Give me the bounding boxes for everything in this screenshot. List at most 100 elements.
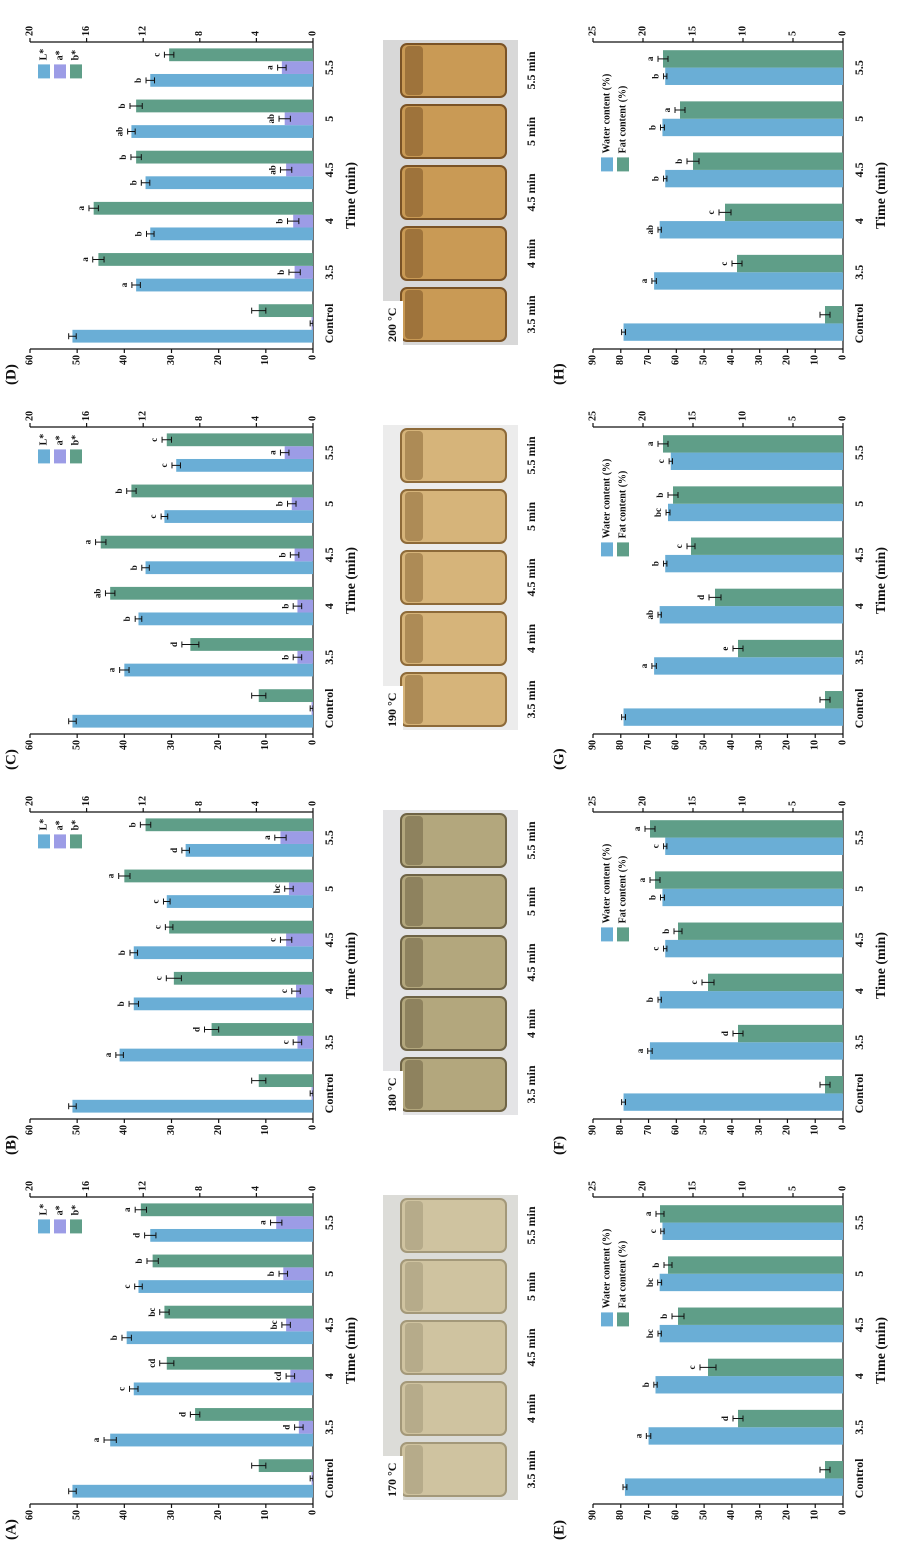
x-tick-label: 4 — [852, 988, 866, 994]
bar — [124, 870, 313, 883]
bar — [665, 555, 843, 572]
x-tick-label: 5.5 — [852, 60, 866, 75]
legend-swatch — [54, 1219, 66, 1233]
error-bar — [658, 227, 661, 233]
bar — [167, 433, 313, 446]
bar — [110, 587, 313, 600]
specimen-crust — [405, 553, 423, 602]
legend-label: a* — [54, 435, 65, 445]
y2-tick-label: 4 — [251, 801, 262, 806]
significance-letter: b — [109, 1335, 119, 1340]
x-tick-label: Control — [852, 1073, 866, 1113]
specimen-crust — [405, 46, 423, 95]
bar — [167, 895, 313, 908]
photo-caption: 5.5 min — [524, 1206, 538, 1244]
y2-tick-label: 10 — [737, 26, 748, 36]
y-tick-label: 40 — [119, 1125, 130, 1135]
significance-letter: b — [116, 1001, 126, 1006]
significance-letter: a — [80, 257, 90, 262]
x-tick-label: 4 — [852, 603, 866, 609]
x-tick-label: 5 — [322, 1271, 336, 1277]
bar — [110, 1434, 313, 1447]
photo-caption: 5.5 min — [524, 436, 538, 474]
bar — [259, 1459, 313, 1472]
bar — [650, 820, 843, 837]
bar — [671, 453, 843, 470]
significance-letter: ab — [266, 114, 276, 124]
bar — [708, 1359, 843, 1376]
significance-letter: c — [687, 1365, 697, 1369]
significance-letter: d — [169, 848, 179, 853]
y-tick-label: 10 — [810, 355, 821, 365]
y-tick-label: 50 — [71, 740, 82, 750]
y-tick-label: 80 — [615, 1125, 626, 1135]
significance-letter: d — [132, 1233, 142, 1238]
photo-caption: 5 min — [524, 887, 538, 916]
significance-letter: b — [122, 616, 132, 621]
bar — [164, 1306, 313, 1319]
legend-swatch — [617, 1312, 629, 1326]
significance-letter: a — [632, 826, 642, 831]
y2-tick-label: 0 — [307, 31, 318, 36]
y2-tick-label: 4 — [251, 31, 262, 36]
legend-label: Water content (%) — [601, 74, 612, 154]
legend-label: a* — [54, 50, 65, 60]
significance-letter: b — [280, 604, 290, 609]
significance-letter: c — [148, 515, 158, 519]
significance-letter: b — [118, 155, 128, 160]
photo-caption: 3.5 min — [524, 1065, 538, 1103]
legend-label: b* — [70, 1205, 81, 1216]
x-tick-label: 3.5 — [852, 1420, 866, 1435]
x-tick-label: 4.5 — [322, 547, 336, 562]
x-tick-label: 5.5 — [322, 60, 336, 75]
y-tick-label: 30 — [166, 1125, 177, 1135]
significance-letter: b — [134, 1258, 144, 1263]
y-tick-label: 70 — [643, 1510, 654, 1520]
panel-label: (F) — [551, 1136, 567, 1155]
bar — [660, 1325, 843, 1342]
bar — [212, 1023, 313, 1036]
panel-label: (C) — [3, 749, 19, 770]
x-tick-label: 5 — [322, 501, 336, 507]
y2-tick-label: 20 — [24, 796, 35, 806]
y2-tick-label: 20 — [24, 1181, 35, 1191]
specimen-crust — [405, 229, 423, 278]
x-tick-label: 3.5 — [322, 650, 336, 665]
bar — [668, 1256, 843, 1273]
bar — [146, 818, 313, 831]
y-tick-label: 10 — [810, 1125, 821, 1135]
y-tick-label: 10 — [260, 1125, 271, 1135]
x-tick-label: 5 — [852, 501, 866, 507]
significance-letter: ab — [645, 610, 655, 620]
y2-tick-label: 16 — [81, 1181, 92, 1191]
x-tick-label: Control — [322, 688, 336, 728]
bar — [134, 946, 313, 959]
significance-letter: a — [258, 1220, 268, 1225]
specimen-crust — [405, 1262, 423, 1311]
bar — [624, 708, 843, 725]
bar — [72, 1485, 313, 1498]
bar — [660, 221, 843, 238]
y2-tick-label: 16 — [81, 796, 92, 806]
significance-letter: c — [151, 900, 161, 904]
bar — [649, 1427, 843, 1444]
y-tick-label: 30 — [754, 740, 765, 750]
specimen-crust — [405, 999, 423, 1048]
y2-tick-label: 5 — [787, 31, 798, 36]
significance-letter: b — [117, 103, 127, 108]
significance-letter: bc — [653, 508, 663, 517]
y-tick-label: 70 — [643, 355, 654, 365]
y-tick-label: 50 — [71, 1125, 82, 1135]
x-tick-label: Control — [852, 1458, 866, 1498]
y2-tick-label: 5 — [787, 801, 798, 806]
bar — [136, 151, 313, 164]
y2-tick-label: 20 — [637, 796, 648, 806]
y2-tick-label: 25 — [587, 411, 598, 421]
bar — [138, 612, 313, 625]
significance-letter: c — [706, 210, 716, 214]
significance-letter: bc — [269, 1320, 279, 1329]
significance-letter: a — [262, 835, 272, 840]
x-tick-label: 4 — [322, 988, 336, 994]
y-tick-label: 60 — [24, 1125, 35, 1135]
significance-letter: c — [651, 947, 661, 951]
